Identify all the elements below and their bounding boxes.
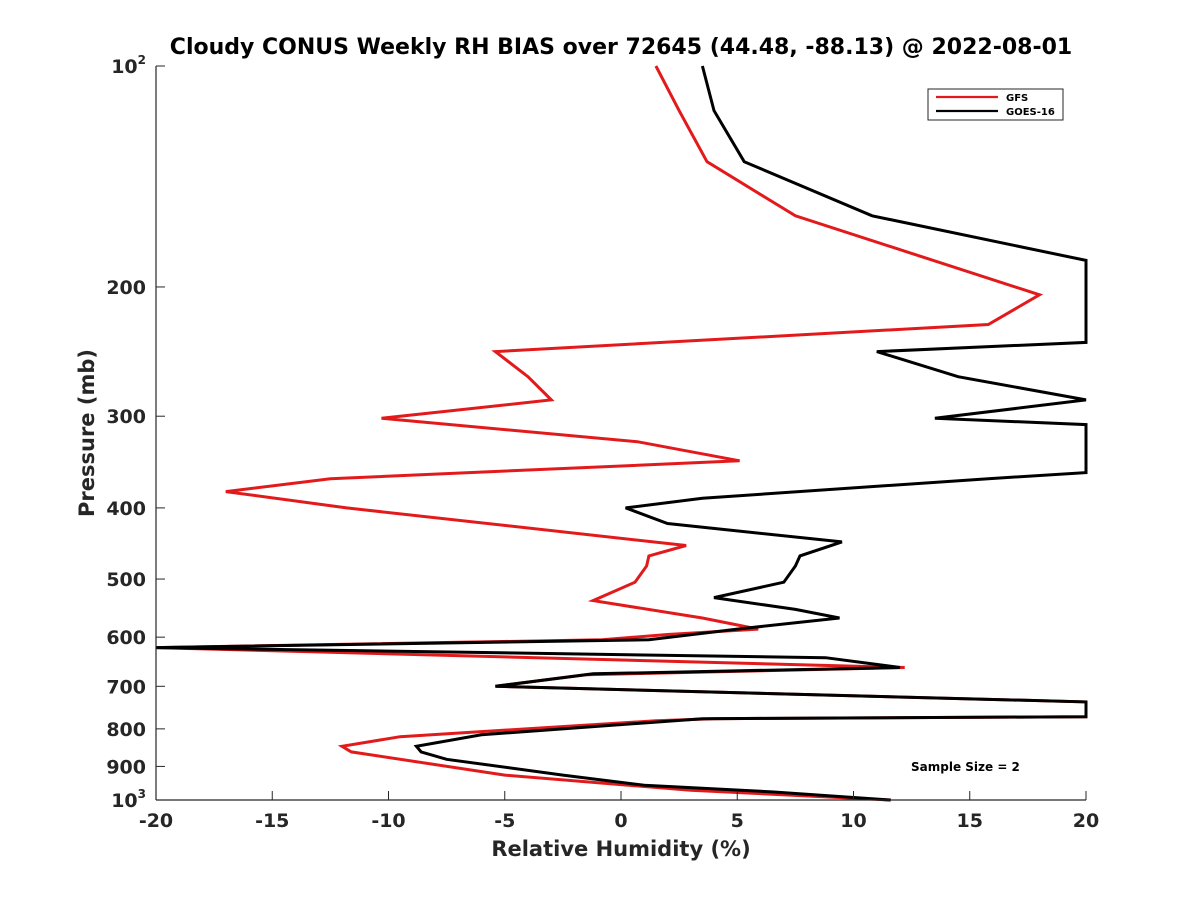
legend-item-goes16: GOES-16 [936, 107, 1055, 118]
series-layer [155, 65, 1088, 802]
x-tick-label: 0 [614, 810, 627, 832]
sample-size-note: Sample Size = 2 [911, 760, 1020, 774]
x-axis-label: Relative Humidity (%) [491, 837, 750, 861]
legend-item-gfs: GFS [936, 93, 1028, 104]
y-tick-label: 700 [106, 676, 146, 698]
x-ticks: -20 -15 -10 -5 0 5 10 15 20 [139, 791, 1099, 832]
legend: GFS GOES-16 [927, 88, 1064, 121]
x-tick-label: -10 [371, 810, 405, 832]
y-ticks: 102 200 300 400 500 600 700 800 900 103 [106, 53, 165, 812]
y-tick-label: 500 [106, 569, 146, 591]
y-tick-label: 600 [106, 627, 146, 649]
chart-title: Cloudy CONUS Weekly RH BIAS over 72645 (… [170, 35, 1072, 60]
y-tick-label: 900 [106, 756, 146, 778]
x-tick-label: -5 [494, 810, 515, 832]
plot-area [156, 66, 1086, 800]
x-tick-label: 5 [731, 810, 744, 832]
x-tick-label: 10 [840, 810, 866, 832]
x-tick-label: -20 [139, 810, 173, 832]
legend-label-goes16: GOES-16 [1006, 107, 1055, 118]
y-tick-label: 300 [106, 406, 146, 428]
legend-box [927, 88, 1064, 121]
y-axis-label: Pressure (mb) [75, 349, 99, 517]
x-tick-label: 20 [1073, 810, 1099, 832]
y-tick-label: 400 [106, 498, 146, 520]
y-tick-label: 102 [111, 53, 146, 78]
x-tick-label: 15 [957, 810, 983, 832]
series-line-goes16 [155, 65, 1088, 802]
x-tick-label: -15 [255, 810, 289, 832]
y-tick-label: 200 [106, 277, 146, 299]
y-tick-label: 103 [111, 787, 146, 812]
y-tick-label: 800 [106, 719, 146, 741]
legend-label-gfs: GFS [1006, 93, 1028, 104]
